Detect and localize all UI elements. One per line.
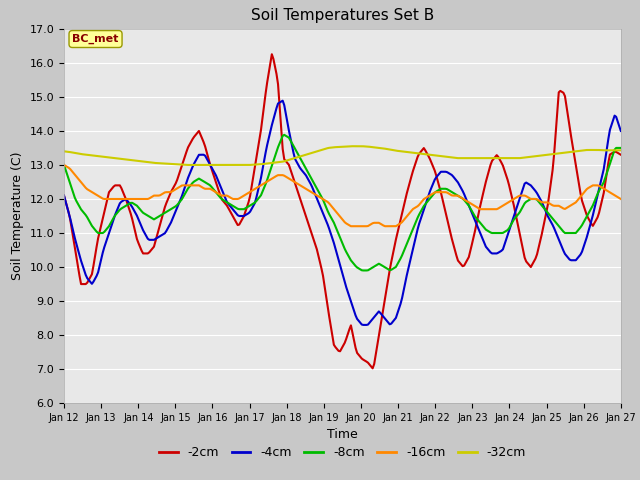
Text: BC_met: BC_met xyxy=(72,34,119,44)
X-axis label: Time: Time xyxy=(327,429,358,442)
Legend: -2cm, -4cm, -8cm, -16cm, -32cm: -2cm, -4cm, -8cm, -16cm, -32cm xyxy=(154,441,531,464)
Title: Soil Temperatures Set B: Soil Temperatures Set B xyxy=(251,9,434,24)
Y-axis label: Soil Temperature (C): Soil Temperature (C) xyxy=(11,152,24,280)
